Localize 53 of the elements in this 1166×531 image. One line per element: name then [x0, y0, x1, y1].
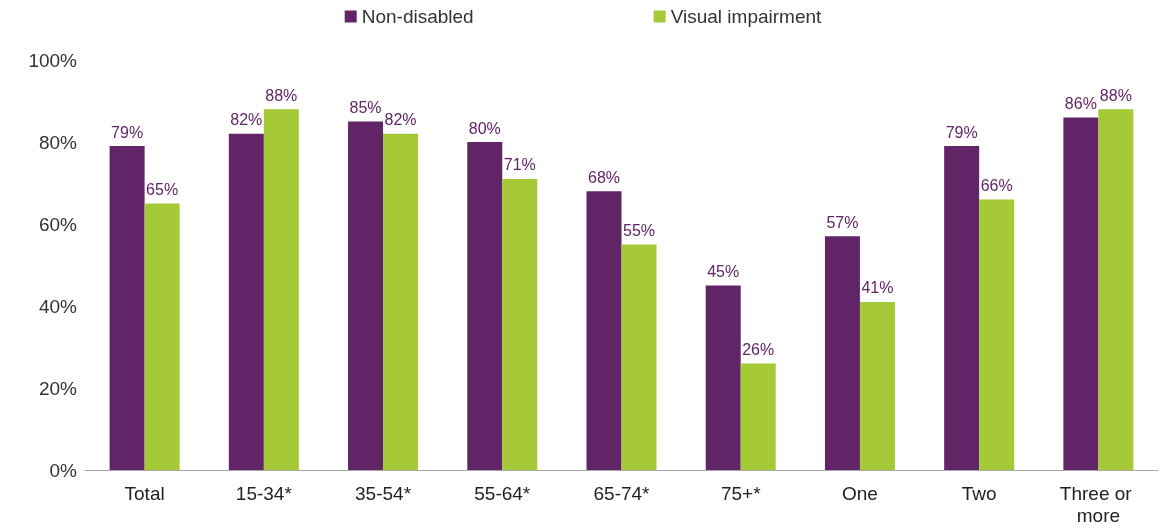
- x-tick-label: Two: [961, 482, 997, 504]
- data-label: 80%: [468, 119, 501, 137]
- y-tick-label: 0%: [49, 459, 78, 481]
- x-tick-label: 35-54*: [355, 482, 412, 504]
- bar: [144, 203, 180, 470]
- bar: [705, 285, 741, 470]
- bar: [944, 146, 980, 470]
- data-label: 88%: [1099, 86, 1132, 104]
- bar: [586, 191, 622, 470]
- y-tick-label: 40%: [38, 295, 78, 317]
- data-label: 66%: [980, 176, 1013, 194]
- data-label: 82%: [384, 111, 417, 129]
- bar: [263, 109, 299, 470]
- x-tick-label: 75+*: [720, 482, 762, 504]
- data-label: 41%: [861, 279, 894, 297]
- legend-label: Visual impairment: [670, 6, 823, 27]
- data-label: 57%: [826, 213, 859, 231]
- bar: [1098, 109, 1134, 470]
- x-tick-label: 55-64*: [474, 482, 531, 504]
- y-tick-label: 20%: [38, 377, 78, 399]
- data-label: 85%: [349, 99, 382, 116]
- bar: [348, 121, 384, 470]
- bar: [621, 244, 657, 470]
- bar: [467, 142, 503, 470]
- bar: [109, 146, 145, 470]
- data-label: 88%: [265, 86, 298, 104]
- data-label: 55%: [622, 222, 656, 239]
- x-tick-label: 15-34*: [235, 482, 293, 504]
- bar: [502, 178, 538, 470]
- data-label: 86%: [1064, 94, 1097, 112]
- data-label: 79%: [111, 123, 144, 141]
- data-label: 82%: [230, 111, 263, 129]
- bar: [824, 236, 860, 470]
- bar: [383, 133, 419, 470]
- data-label: 68%: [587, 168, 621, 186]
- data-label: 45%: [707, 263, 740, 280]
- y-tick-label: 100%: [28, 49, 78, 71]
- bar: [859, 301, 895, 470]
- x-tick-label: 65-74*: [593, 482, 651, 504]
- x-tick-label: Total: [124, 482, 165, 504]
- x-tick-label: One: [841, 482, 878, 504]
- legend-label: Non-disabled: [361, 6, 474, 27]
- bar: [740, 363, 776, 470]
- data-label: 79%: [945, 123, 978, 141]
- x-tick-label: Three or more: [1059, 482, 1137, 526]
- y-tick-label: 60%: [38, 213, 78, 235]
- bar: [979, 199, 1015, 470]
- bar: [228, 133, 264, 470]
- y-tick-label: 80%: [38, 131, 78, 153]
- data-label: 65%: [146, 181, 179, 198]
- data-label: 71%: [503, 156, 536, 174]
- bar: [1063, 117, 1099, 470]
- data-label: 26%: [742, 340, 775, 358]
